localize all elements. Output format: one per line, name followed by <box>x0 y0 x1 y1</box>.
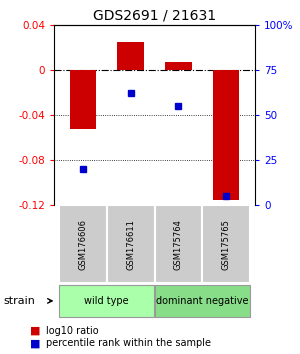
Text: GSM175764: GSM175764 <box>174 219 183 270</box>
Text: wild type: wild type <box>84 296 129 306</box>
Text: ■: ■ <box>30 326 40 336</box>
Text: strain: strain <box>3 296 35 306</box>
Bar <box>165 62 192 70</box>
Bar <box>59 285 154 317</box>
Bar <box>154 285 250 317</box>
Text: GSM175765: GSM175765 <box>222 219 231 270</box>
Text: GSM176611: GSM176611 <box>126 219 135 270</box>
Bar <box>106 205 154 283</box>
Bar <box>213 70 239 200</box>
Text: GSM176606: GSM176606 <box>78 219 87 270</box>
Bar <box>117 42 144 70</box>
Bar <box>202 205 250 283</box>
Text: dominant negative: dominant negative <box>156 296 249 306</box>
Bar <box>59 205 106 283</box>
Text: log10 ratio: log10 ratio <box>46 326 99 336</box>
Text: ■: ■ <box>30 338 40 348</box>
Bar <box>154 205 202 283</box>
Bar <box>70 70 96 129</box>
Text: percentile rank within the sample: percentile rank within the sample <box>46 338 211 348</box>
Title: GDS2691 / 21631: GDS2691 / 21631 <box>93 8 216 22</box>
